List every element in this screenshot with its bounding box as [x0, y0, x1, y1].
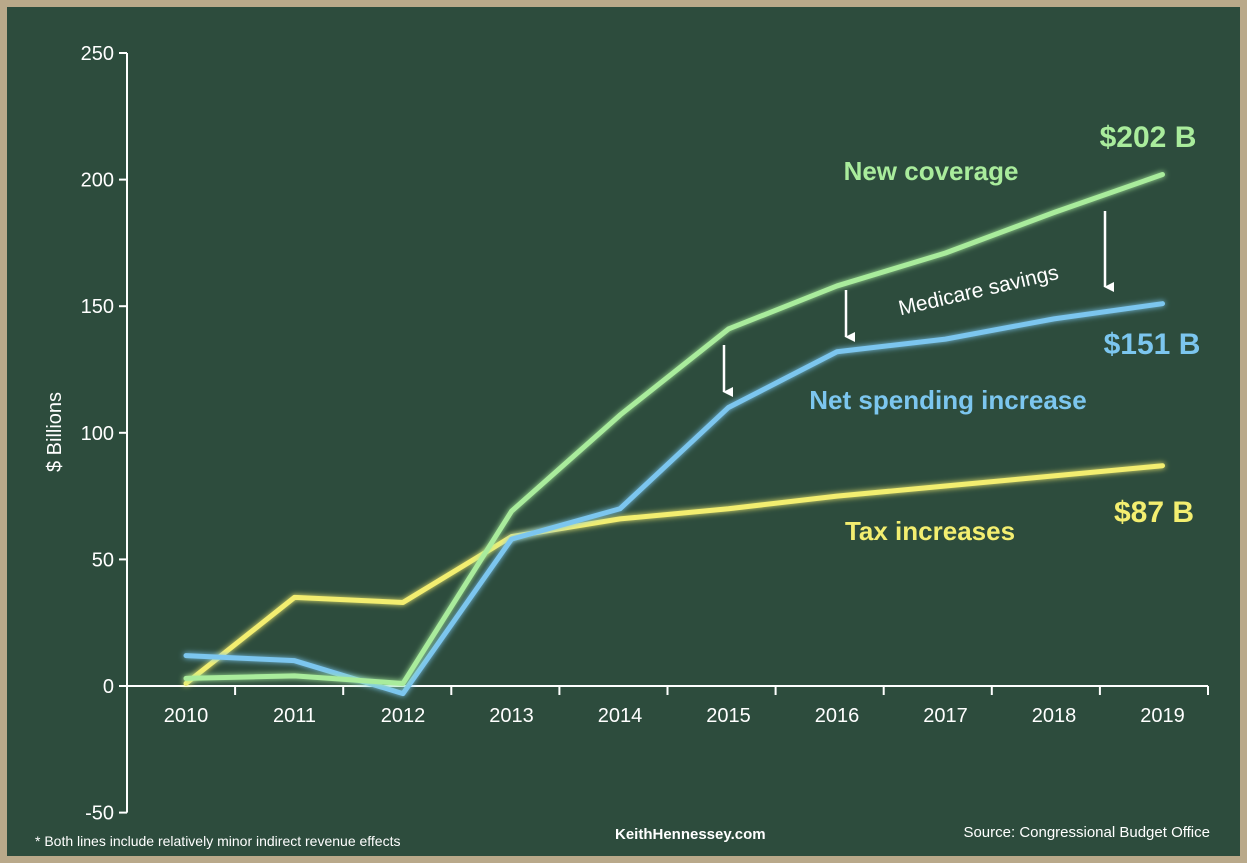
y-tick-label: 0 — [103, 676, 114, 698]
x-tick-label: 2014 — [598, 705, 643, 727]
y-tick-label: 50 — [92, 549, 114, 571]
series-tax-increases — [183, 463, 1165, 686]
label-new-coverage: New coverage — [844, 156, 1019, 186]
x-tick-label: 2013 — [489, 705, 534, 727]
end-label-tax-increases: $87 B — [1114, 496, 1194, 529]
x-tick-label: 2015 — [706, 705, 751, 727]
end-label-net-spending: $151 B — [1104, 328, 1201, 361]
y-axis-label: $ Billions — [44, 392, 66, 472]
x-tick-label: 2018 — [1032, 705, 1077, 727]
y-tick-label: 150 — [81, 296, 114, 318]
label-tax-increases: Tax increases — [845, 516, 1015, 546]
annotation-medicare-savings: Medicare savings — [896, 261, 1060, 320]
source-note: Source: Congressional Budget Office — [963, 824, 1210, 841]
x-tick-label: 2019 — [1140, 705, 1185, 727]
y-tick-label: 200 — [81, 170, 114, 192]
label-net-spending: Net spending increase — [809, 385, 1086, 415]
end-label-new-coverage: $202 B — [1100, 121, 1197, 154]
line-chart: -50 0 50 100 150 200 250 2010 2011 2012 2013 2014 20… — [44, 43, 1209, 825]
x-tick-label: 2017 — [923, 705, 968, 727]
series-net-spending — [183, 301, 1165, 697]
footnote: * Both lines include relatively minor in… — [35, 833, 401, 849]
y-tick-label: 250 — [81, 43, 114, 65]
y-tick-label: -50 — [85, 803, 114, 825]
series-new-coverage — [183, 172, 1165, 686]
x-tick-label: 2016 — [815, 705, 860, 727]
credit-link[interactable]: KeithHennessey.com — [615, 826, 766, 843]
x-tick-label: 2012 — [381, 705, 426, 727]
x-tick-label: 2011 — [273, 705, 316, 727]
y-tick-label: 100 — [81, 423, 114, 445]
x-tick-label: 2010 — [164, 705, 209, 727]
